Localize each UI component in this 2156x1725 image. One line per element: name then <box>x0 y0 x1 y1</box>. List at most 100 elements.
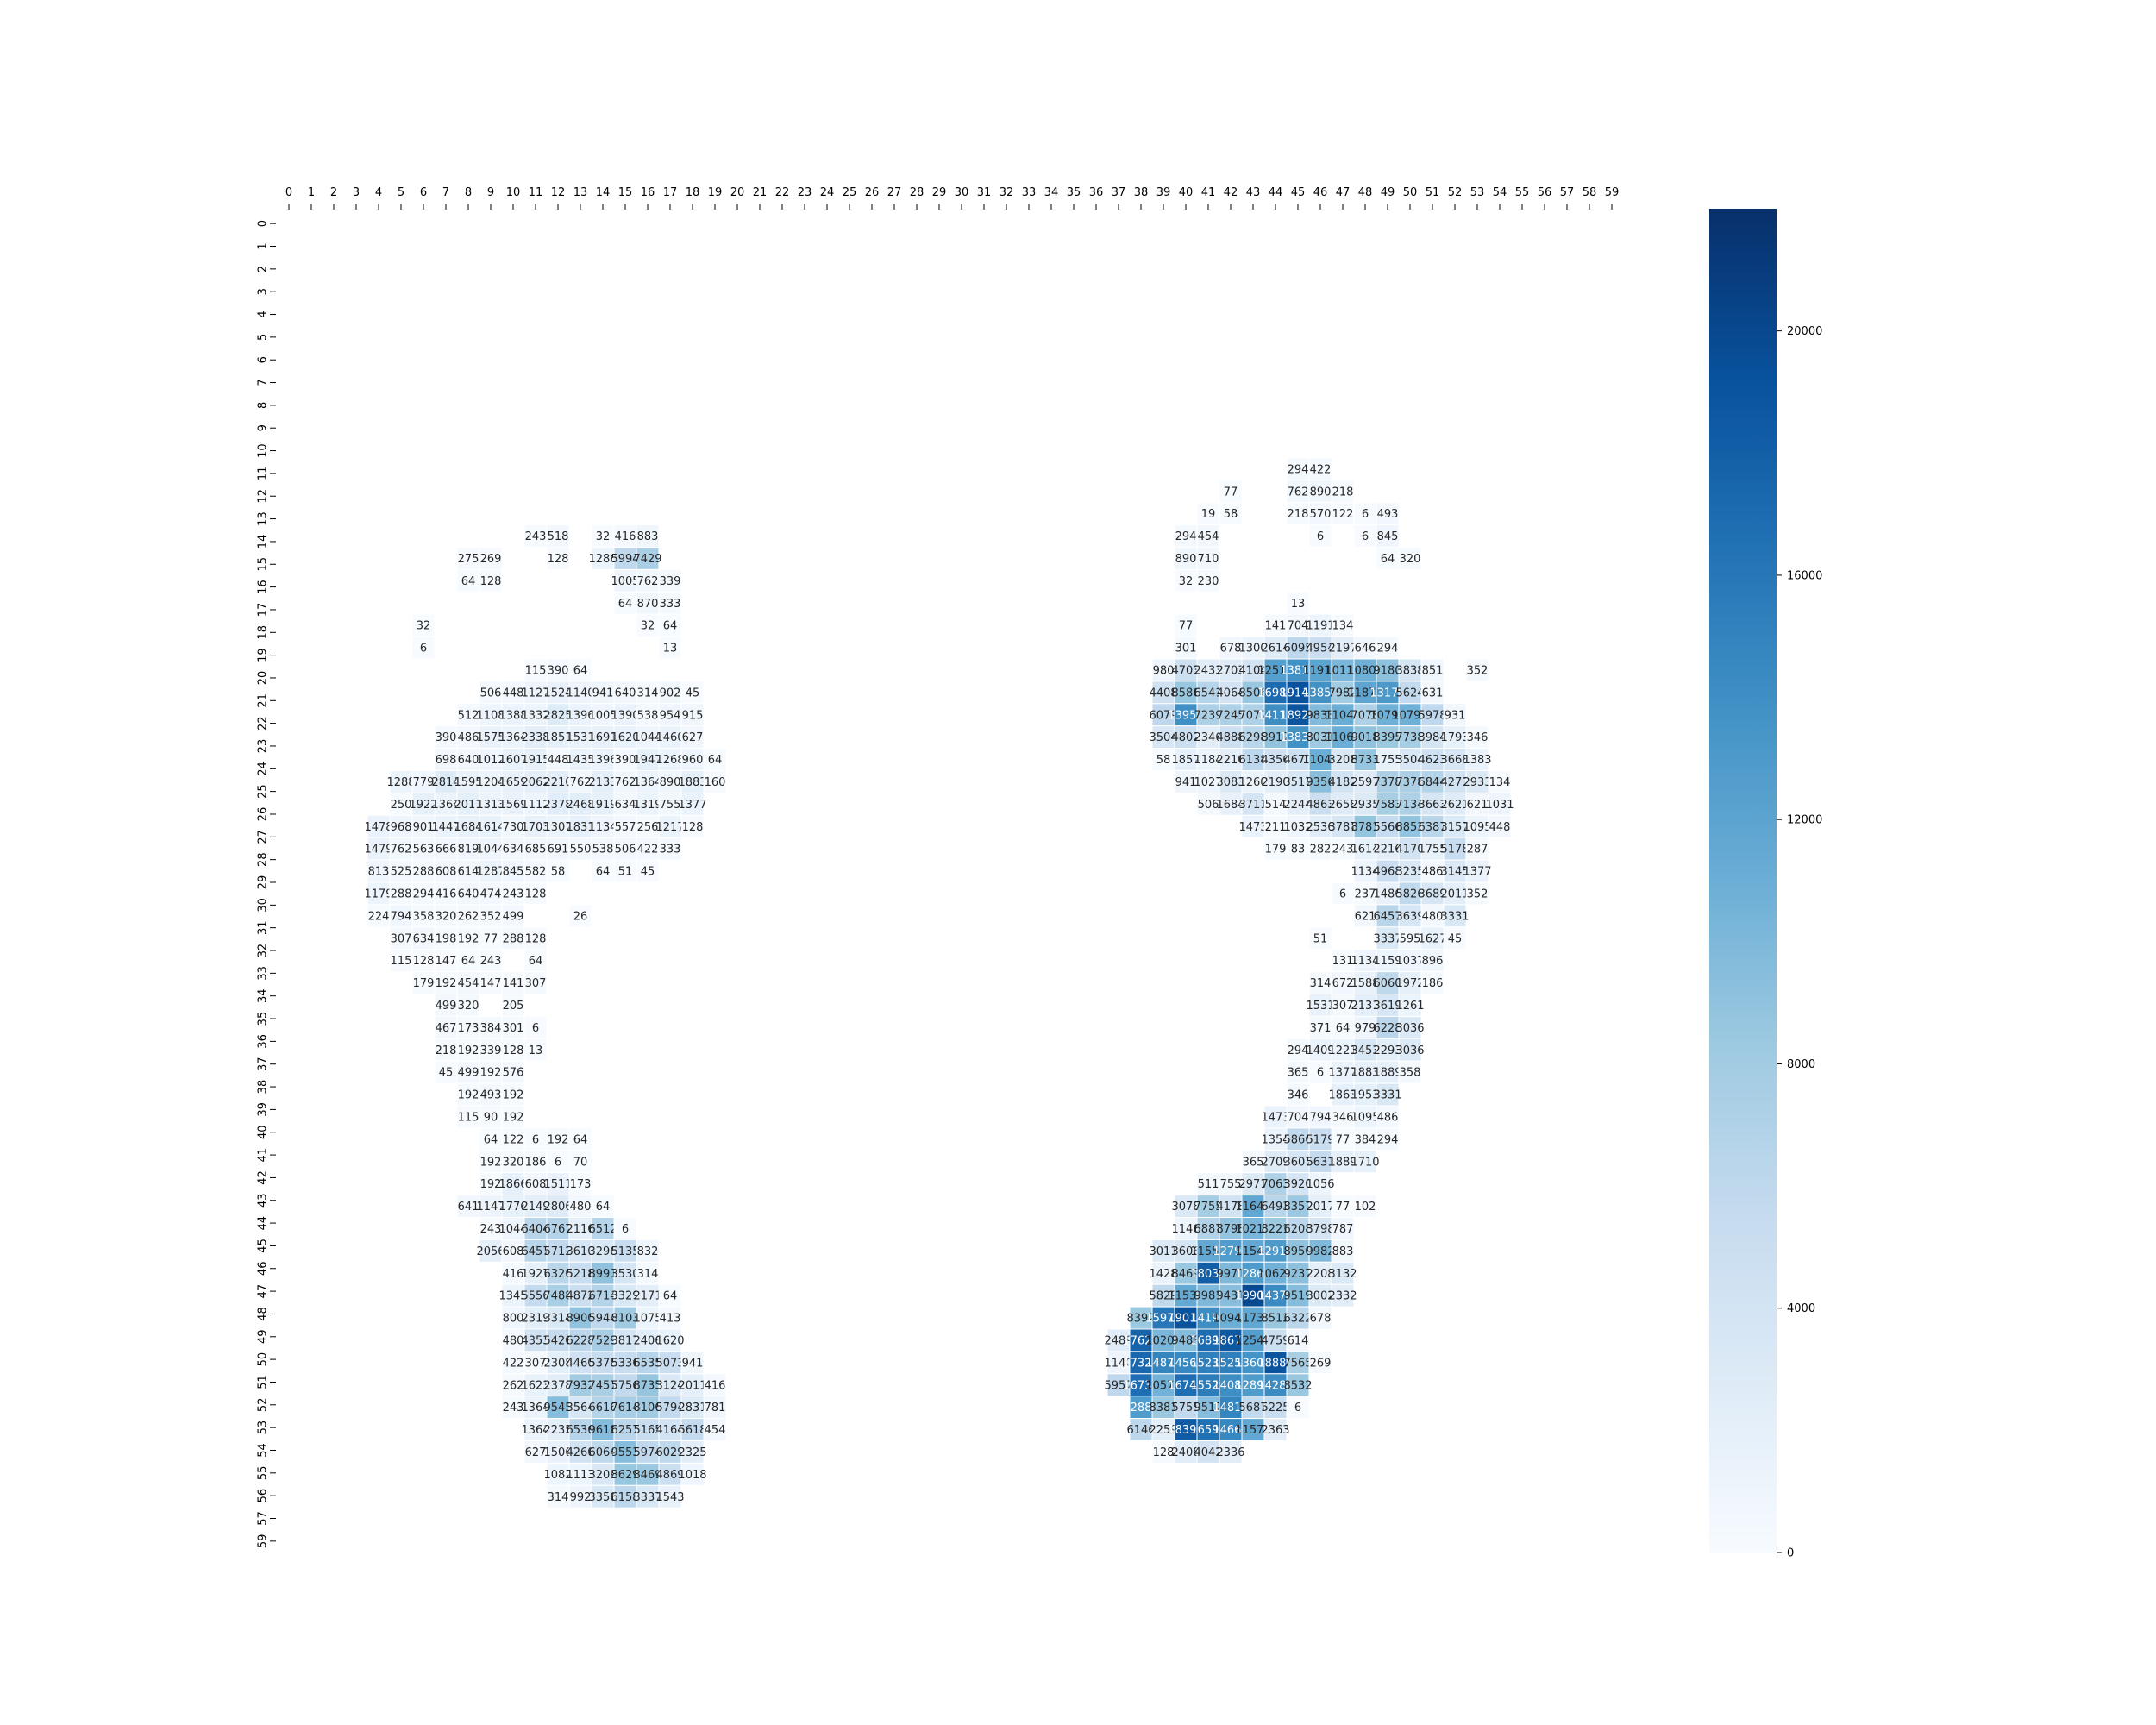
cell-value-label: 5073 <box>655 1357 684 1370</box>
cell-value-label: 2336 <box>1216 1446 1244 1459</box>
cell-value-label: 1288 <box>386 776 415 789</box>
cell-value-label: 3209 <box>588 1469 617 1482</box>
cell-value-label: 941 <box>1175 776 1197 789</box>
heatmap-cell-fill <box>658 1373 682 1397</box>
heatmap-cell-fill <box>479 703 503 727</box>
heatmap-cell-fill <box>1174 658 1198 682</box>
cell-value-label: 1473 <box>1238 821 1267 834</box>
cell-value-label: 2378 <box>543 799 572 812</box>
heatmap-cell: 307 <box>523 971 548 994</box>
heatmap-cell-fill <box>1331 881 1355 906</box>
cell-value-label: 243 <box>503 1402 524 1414</box>
cell-value-label: 7738 <box>1395 731 1424 744</box>
heatmap-cell-fill <box>501 703 525 727</box>
y-tick-label: 13 <box>257 511 270 526</box>
cell-value-label: 128 <box>413 955 435 968</box>
heatmap-cell-fill <box>546 859 570 883</box>
heatmap-cell-fill <box>1443 814 1467 838</box>
heatmap-cell: 7134 <box>1395 792 1425 816</box>
cell-value-label: 3208 <box>1328 754 1357 767</box>
cell-value-label: 7457 <box>588 1379 617 1392</box>
heatmap-cell: 755 <box>1219 1172 1243 1196</box>
x-tick-label: 10 <box>506 186 521 199</box>
heatmap-cell-fill <box>1465 770 1489 794</box>
heatmap-cell-fill <box>501 814 525 838</box>
cell-value-label: 13838 <box>1280 731 1315 744</box>
cell-value-label: 307 <box>525 1357 547 1370</box>
cell-value-label: 781 <box>705 1402 726 1414</box>
cell-value-label: 3787 <box>1328 821 1357 834</box>
heatmap-cell-fill <box>523 1328 548 1352</box>
cell-value-label: 2131 <box>1351 1000 1379 1013</box>
cell-value-label: 8469 <box>633 1469 661 1482</box>
heatmap-cell: 2197 <box>1328 636 1357 660</box>
x-tick-label: 25 <box>843 186 857 199</box>
heatmap-cell: 275 <box>456 547 480 570</box>
y-tick-label: 59 <box>257 1534 270 1549</box>
cell-value-label: 3639 <box>1395 910 1424 923</box>
cell-value-label: 563 <box>413 844 435 856</box>
cell-value-label: 621 <box>1355 910 1376 923</box>
heatmap-cell-fill <box>1376 1060 1400 1084</box>
cell-value-label: 8357 <box>1283 1201 1312 1214</box>
cell-value-label: 2235 <box>543 1424 572 1437</box>
cell-value-label: 1473 <box>1261 1111 1289 1124</box>
heatmap-cell: 1620 <box>611 725 640 750</box>
cell-value-label: 416 <box>436 888 457 900</box>
cell-value-label: 115 <box>525 664 547 677</box>
heatmap-cell: 384 <box>479 1015 503 1039</box>
heatmap-cell: 19907 <box>1235 1283 1271 1308</box>
heatmap-cell-fill <box>1376 1038 1400 1062</box>
heatmap-cell-fill <box>1196 1440 1220 1464</box>
cell-value-label: 294 <box>1288 463 1309 476</box>
cell-value-label: 1479 <box>364 844 392 856</box>
cell-value-label: 1108 <box>476 709 505 722</box>
heatmap-cell-fill <box>636 1351 660 1375</box>
cell-value-label: 608 <box>436 866 457 879</box>
cell-value-label: 931 <box>1445 709 1466 722</box>
y-tick-label: 39 <box>257 1102 270 1117</box>
heatmap-cell: 634 <box>411 926 436 950</box>
cell-value-label: 4968 <box>1373 866 1401 879</box>
heatmap-cell-fill <box>613 524 637 548</box>
cell-value-label: 954 <box>660 709 681 722</box>
cell-value-label: 13852 <box>1302 687 1338 699</box>
heatmap-cell: 6512 <box>588 1217 617 1240</box>
cell-value-label: 666 <box>436 844 457 856</box>
y-tick-label: 18 <box>257 625 270 640</box>
cell-value-label: 3296 <box>588 1245 617 1258</box>
heatmap-cell: 666 <box>434 837 458 861</box>
cell-value-label: 1506 <box>543 1446 572 1459</box>
cell-value-label: 2338 <box>521 731 549 744</box>
heatmap-cell-fill <box>456 1015 480 1039</box>
heatmap-cell-fill <box>1286 1396 1310 1420</box>
heatmap-cell: 32 <box>591 524 615 548</box>
cell-value-label: 2433 <box>1194 664 1222 677</box>
heatmap-cell: 288 <box>501 926 525 950</box>
heatmap-cell-fill <box>501 1060 525 1084</box>
heatmap-cell-fill <box>1398 859 1422 883</box>
cell-value-label: 595 <box>1400 932 1421 945</box>
heatmap-cell: 3711 <box>1238 792 1268 816</box>
heatmap-cell-fill <box>1174 636 1198 660</box>
cell-value-label: 371 <box>1310 1022 1332 1035</box>
cell-value-label: 339 <box>480 1044 502 1057</box>
heatmap-cell-fill <box>1443 703 1467 727</box>
heatmap-cell: 3838 <box>1395 658 1425 682</box>
cell-value-label: 339 <box>660 575 681 588</box>
cell-value-label: 11043 <box>1302 754 1338 767</box>
y-tick-label: 12 <box>257 489 270 504</box>
x-tick-label: 26 <box>865 186 880 199</box>
cell-value-label: 1831 <box>566 821 594 834</box>
x-tick-label: 39 <box>1156 186 1171 199</box>
x-tick-label: 48 <box>1358 186 1373 199</box>
heatmap-cell-fill <box>1331 480 1355 504</box>
heatmap-cell-fill <box>479 748 503 771</box>
colorbar-tick-label: 12000 <box>1787 814 1822 827</box>
cell-value-label: 1947 <box>633 754 661 767</box>
x-tick-label: 22 <box>775 186 790 199</box>
cell-value-label: 794 <box>1310 1111 1332 1124</box>
heatmap-cell-fill <box>1286 1239 1310 1263</box>
cell-value-label: 634 <box>413 932 435 945</box>
y-tick-label: 49 <box>257 1330 270 1345</box>
